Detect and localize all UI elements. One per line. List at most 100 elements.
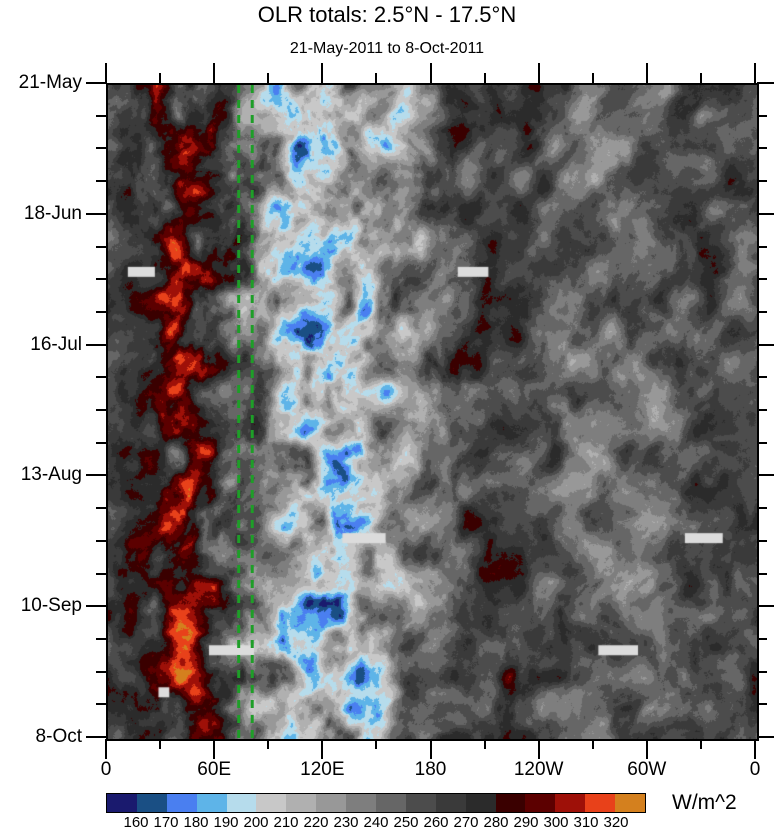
- colorbar-segment: [376, 794, 406, 812]
- x-axis-top-minor-tick: [375, 73, 378, 83]
- plot-area: [106, 83, 759, 741]
- x-axis-label: 180: [414, 759, 447, 780]
- colorbar-segment: [346, 794, 377, 812]
- y-axis-right-major-tick: [757, 736, 774, 738]
- colorbar-segment: [256, 794, 287, 812]
- y-axis-minor-tick: [96, 507, 106, 510]
- x-axis-top-major-tick: [213, 63, 216, 83]
- y-axis-right-minor-tick: [757, 572, 767, 575]
- colorbar-tick-label: 300: [543, 814, 569, 831]
- y-axis-right-minor-tick: [757, 670, 767, 673]
- x-axis-label: 60W: [627, 759, 667, 780]
- x-axis-bottom-major-tick: [645, 739, 648, 759]
- x-axis-top-minor-tick: [483, 73, 486, 83]
- x-axis-bottom-minor-tick: [159, 739, 162, 749]
- y-axis-minor-tick: [96, 637, 106, 640]
- y-axis-minor-tick: [96, 409, 106, 411]
- x-axis-top-major-tick: [537, 63, 540, 83]
- y-axis-right-major-tick: [757, 605, 774, 608]
- y-axis-label: 13-Aug: [20, 464, 82, 486]
- colorbar-segment: [585, 794, 616, 812]
- colorbar-segment: [196, 794, 227, 812]
- colorbar-tick-label: 320: [603, 814, 629, 831]
- y-axis-minor-tick: [96, 703, 106, 706]
- y-axis-minor-tick: [96, 180, 106, 183]
- y-axis-minor-tick: [96, 114, 106, 117]
- x-axis-bottom-major-tick: [213, 739, 216, 759]
- x-axis-label: 120E: [300, 759, 345, 780]
- x-axis-bottom-major-tick: [754, 739, 756, 759]
- colorbar-segment: [525, 794, 556, 812]
- y-axis-label: 18-Jun: [23, 202, 82, 224]
- colorbar-segment: [435, 794, 466, 812]
- y-axis-right-minor-tick: [757, 507, 767, 510]
- x-axis-bottom-minor-tick: [591, 739, 594, 749]
- y-axis-right-minor-tick: [757, 147, 767, 150]
- x-axis-top-major-tick: [429, 63, 432, 83]
- x-axis-bottom-major-tick: [105, 739, 107, 759]
- y-axis-minor-tick: [96, 572, 106, 575]
- y-axis-major-tick: [86, 212, 106, 215]
- colorbar-tick-label: 290: [513, 814, 539, 831]
- y-axis-right-minor-tick: [757, 114, 767, 117]
- colorbar-tick-label: 260: [423, 814, 449, 831]
- colorbar-tick-label: 280: [483, 814, 509, 831]
- colorbar-segment: [286, 794, 317, 812]
- x-axis-top-major-tick: [321, 63, 324, 83]
- y-axis-label: 21-May: [18, 72, 82, 93]
- colorbar-segment: [405, 794, 436, 812]
- x-axis-top-minor-tick: [591, 73, 594, 83]
- colorbar-tick-label: 240: [363, 814, 389, 831]
- y-axis-minor-tick: [96, 310, 106, 313]
- colorbar-tick-label: 220: [303, 814, 329, 831]
- y-axis-right-major-tick: [757, 212, 774, 215]
- colorbar-segment: [226, 794, 257, 812]
- x-axis-top-major-tick: [754, 63, 756, 83]
- colorbar-tick-label: 310: [573, 814, 599, 831]
- y-axis-minor-tick: [96, 670, 106, 673]
- y-axis-minor-tick: [96, 278, 106, 281]
- x-axis-bottom-major-tick: [429, 739, 432, 759]
- x-axis-top-minor-tick: [699, 73, 702, 83]
- x-axis-label: 60E: [197, 759, 232, 780]
- x-axis-top-minor-tick: [159, 73, 162, 83]
- colorbar-tick-label: 170: [153, 814, 179, 831]
- x-axis-top-minor-tick: [267, 73, 270, 83]
- y-axis-major-tick: [86, 82, 106, 84]
- colorbar-segment: [316, 794, 347, 812]
- y-axis-minor-tick: [96, 539, 106, 542]
- colorbar-segment: [166, 794, 197, 812]
- olr-hovmoller-heatmap: [108, 85, 757, 739]
- colorbar-tick-label: 180: [183, 814, 209, 831]
- y-axis-minor-tick: [96, 376, 106, 379]
- colorbar-tick-label: 270: [453, 814, 479, 831]
- colorbar-tick-label: 210: [273, 814, 299, 831]
- colorbar-segment: [465, 794, 496, 812]
- y-axis-label: 16-Jul: [30, 333, 82, 355]
- colorbar-tick-label: 230: [333, 814, 359, 831]
- y-axis-major-tick: [86, 343, 106, 346]
- y-axis-right-minor-tick: [757, 278, 767, 281]
- y-axis-minor-tick: [96, 147, 106, 150]
- x-axis-bottom-minor-tick: [375, 739, 378, 749]
- x-axis-bottom-minor-tick: [267, 739, 270, 749]
- x-axis-label: 0: [749, 759, 761, 780]
- y-axis-right-major-tick: [757, 474, 774, 477]
- x-axis-bottom-minor-tick: [699, 739, 702, 749]
- y-axis-right-minor-tick: [757, 376, 767, 379]
- x-axis-bottom-minor-tick: [483, 739, 486, 749]
- chart-title: OLR totals: 2.5°N - 17.5°N: [257, 2, 517, 27]
- colorbar-tick-label: 200: [243, 814, 269, 831]
- x-axis-top-major-tick: [645, 63, 648, 83]
- colorbar-tick-labels: 160 170 180 190 200 210 220 230 240 250 260 270 280 2…: [0, 815, 774, 835]
- x-axis-bottom-major-tick: [321, 739, 324, 759]
- y-axis-right-minor-tick: [757, 703, 767, 706]
- colorbar-segment: [495, 794, 526, 812]
- x-axis-label: 120W: [513, 759, 564, 780]
- x-axis-label: 0: [100, 759, 112, 780]
- colorbar-segment: [555, 794, 586, 812]
- y-axis-right-major-tick: [757, 82, 774, 84]
- x-axis-top-major-tick: [105, 63, 107, 83]
- y-axis-label: 10-Sep: [20, 595, 82, 617]
- colorbar-tick-label: 160: [123, 814, 149, 831]
